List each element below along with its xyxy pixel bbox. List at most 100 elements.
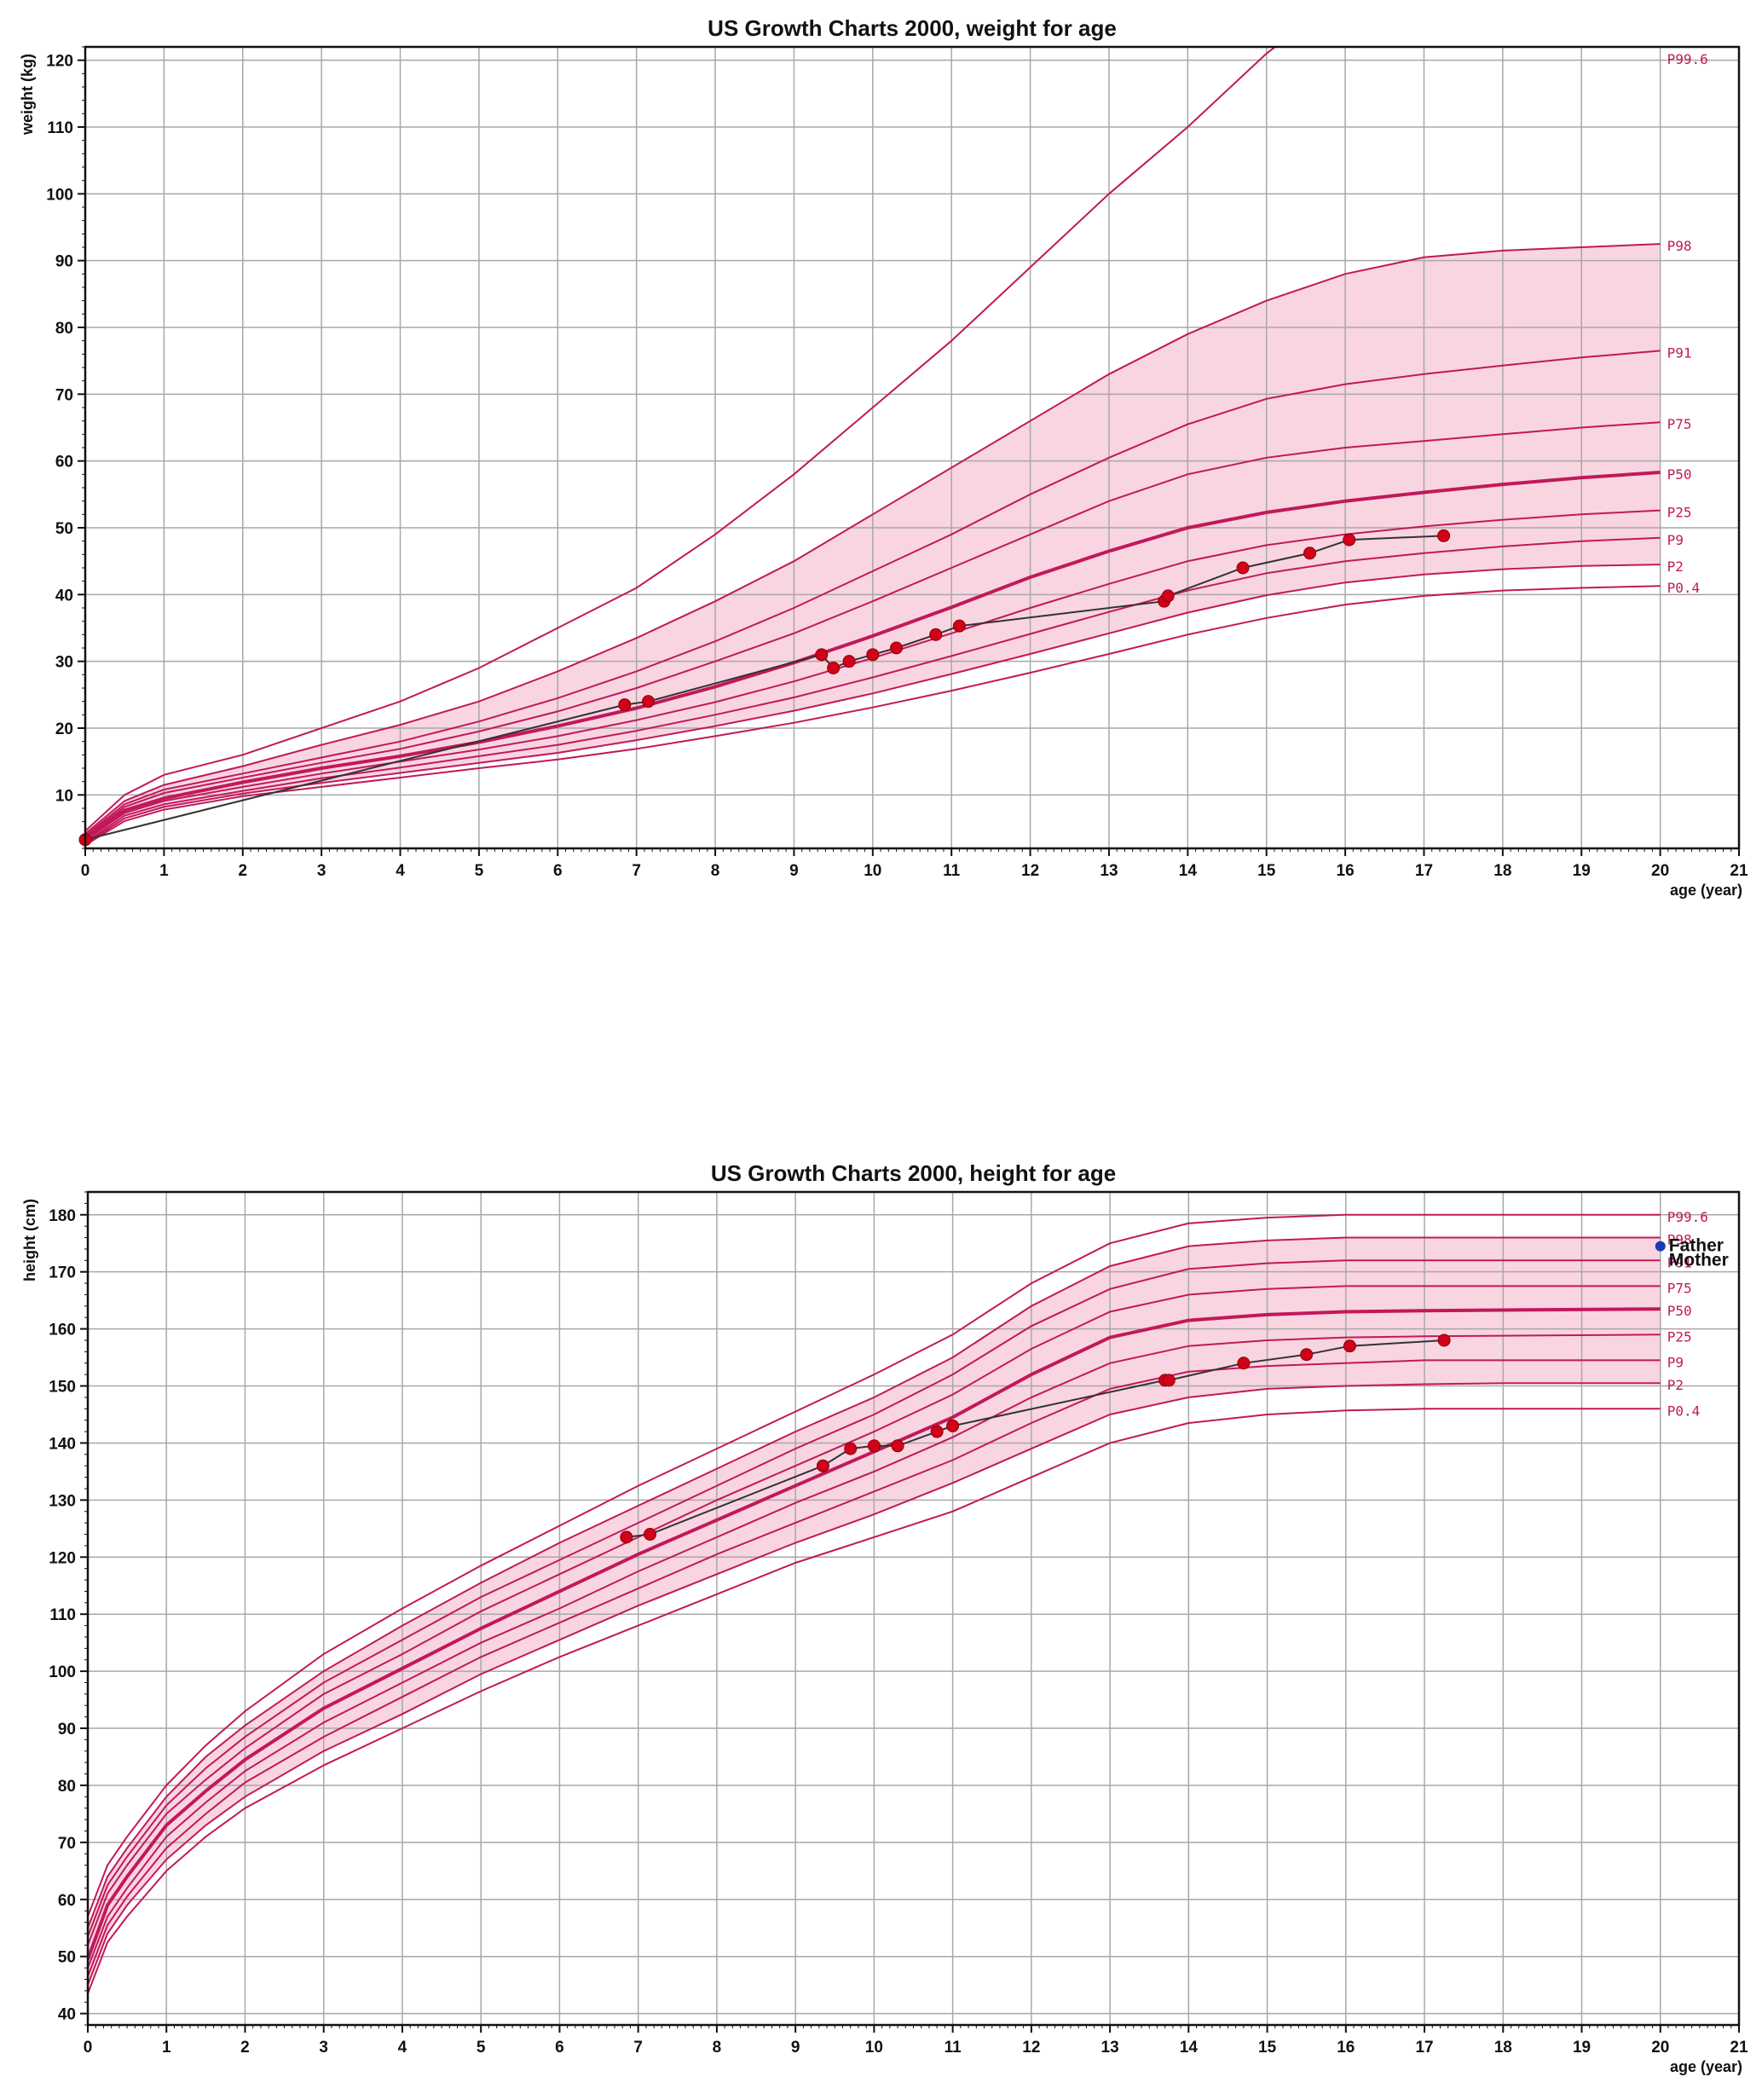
x-tick-label: 5	[475, 862, 484, 880]
y-tick-label: 10	[55, 787, 73, 805]
y-tick-label: 160	[49, 1322, 76, 1339]
y-tick-label: 90	[58, 1721, 76, 1738]
patient-measurement-point	[891, 1439, 904, 1453]
y-tick-label: 70	[58, 1835, 76, 1853]
x-tick-label: 14	[1179, 862, 1198, 880]
percentile-label: P99.6	[1667, 1209, 1708, 1225]
x-tick-label: 9	[791, 2039, 800, 2057]
x-tick-label: 21	[1730, 862, 1748, 880]
x-tick-label: 1	[162, 2039, 171, 2057]
percentile-line-p9	[85, 536, 1661, 843]
percentile-line-p99-6	[88, 1213, 1661, 1918]
percentile-line-p2	[85, 564, 1661, 845]
x-tick-label: 19	[1573, 862, 1591, 880]
percentile-label: P0.4	[1667, 580, 1701, 596]
y-tick-label: 40	[58, 2006, 76, 2024]
patient-measurement-point	[946, 1419, 960, 1432]
y-tick-label: 140	[49, 1435, 76, 1453]
x-tick-label: 21	[1730, 2039, 1748, 2057]
y-tick-label: 80	[58, 1778, 76, 1796]
patient-measurement-point	[618, 698, 632, 712]
patient-measurement-point	[890, 641, 904, 655]
percentile-label: P9	[1667, 1354, 1684, 1370]
x-tick-label: 12	[1022, 2039, 1040, 2057]
percentile-label: P9	[1667, 532, 1684, 548]
patient-measurement-point	[1343, 533, 1356, 547]
parent-label-father: Father	[1669, 1236, 1724, 1256]
patient-growth-line	[84, 535, 1444, 841]
x-axis-label: age (year)	[1670, 882, 1742, 899]
patient-measurement-point	[1343, 1339, 1356, 1353]
percentile-label: P75	[1667, 416, 1692, 432]
parent-height-point	[1655, 1241, 1666, 1252]
percentile-line-p50	[88, 1307, 1661, 1960]
percentile-line-p0-4	[88, 1408, 1661, 1994]
x-tick-label: 18	[1493, 862, 1511, 880]
x-tick-label: 5	[477, 2039, 486, 2057]
x-tick-label: 15	[1257, 862, 1276, 880]
y-tick-label: 50	[58, 1949, 76, 1967]
x-axis-label: age (year)	[1670, 2058, 1742, 2075]
percentile-label: P2	[1667, 1377, 1684, 1393]
patient-measurement-point	[1161, 589, 1175, 603]
patient-measurement-point	[1437, 1333, 1451, 1347]
percentile-label: P25	[1667, 505, 1692, 521]
x-tick-label: 0	[81, 862, 90, 880]
y-axis-label: height (cm)	[21, 1199, 38, 1281]
percentile-label: P0.4	[1667, 1403, 1701, 1419]
x-tick-label: 20	[1651, 2039, 1669, 2057]
percentile-line-p2	[88, 1382, 1661, 1986]
y-tick-label: 170	[49, 1264, 76, 1282]
x-tick-label: 17	[1415, 862, 1433, 880]
x-tick-label: 2	[238, 862, 247, 880]
chart-title: US Growth Charts 2000, weight for age	[708, 15, 1117, 41]
percentile-line-p98	[88, 1236, 1661, 1929]
x-tick-label: 18	[1494, 2039, 1512, 2057]
percentile-line-p25	[88, 1333, 1661, 1969]
x-tick-label: 8	[711, 862, 720, 880]
x-tick-label: 12	[1021, 862, 1039, 880]
y-tick-label: 70	[55, 386, 73, 404]
x-tick-label: 9	[789, 862, 799, 880]
x-tick-label: 17	[1415, 2039, 1433, 2057]
patient-measurement-point	[1236, 561, 1250, 575]
x-tick-label: 10	[864, 862, 881, 880]
percentile-label: P25	[1667, 1328, 1692, 1345]
percentile-line-p0-4	[85, 585, 1661, 846]
percentile-line-p75	[88, 1285, 1661, 1946]
x-tick-label: 11	[943, 862, 961, 880]
y-tick-label: 90	[55, 253, 73, 271]
percentile-line-p99-6	[85, 47, 1277, 832]
patient-measurement-point	[644, 1528, 657, 1542]
patient-measurement-point	[1437, 529, 1451, 542]
x-tick-label: 6	[555, 2039, 564, 2057]
patient-measurement-point	[930, 1425, 944, 1438]
percentile-label: P75	[1667, 1280, 1692, 1296]
percentile-line-p50	[85, 471, 1661, 841]
y-tick-label: 20	[55, 720, 73, 738]
percentile-label: P98	[1667, 1232, 1692, 1248]
percentile-line-p91	[88, 1259, 1661, 1937]
percentile-label: P99.6	[1667, 51, 1708, 67]
height-for-age-chart: P99.6 P98 P91 P75 P50 P25 P9 P2 P0.4 FatherMother…	[21, 1160, 1748, 2075]
patient-measurement-point	[866, 648, 880, 662]
x-tick-label: 1	[159, 862, 169, 880]
y-tick-label: 120	[49, 1549, 76, 1567]
x-tick-label: 13	[1101, 2039, 1119, 2057]
patient-measurement-point	[827, 662, 841, 674]
patient-measurement-point	[929, 628, 943, 641]
y-tick-label: 150	[49, 1379, 76, 1397]
y-tick-label: 40	[55, 587, 73, 605]
x-tick-label: 20	[1651, 862, 1669, 880]
percentile-label: P50	[1667, 466, 1692, 483]
x-tick-label: 2	[240, 2039, 250, 2057]
x-tick-label: 6	[553, 862, 563, 880]
percentile-label: P50	[1667, 1303, 1692, 1319]
x-tick-label: 7	[633, 2039, 643, 2057]
x-tick-label: 3	[319, 2039, 328, 2057]
percentile-line-p75	[85, 421, 1661, 838]
patient-measurement-point	[816, 1459, 829, 1472]
y-tick-label: 100	[46, 186, 73, 204]
patient-measurement-point	[642, 695, 656, 709]
